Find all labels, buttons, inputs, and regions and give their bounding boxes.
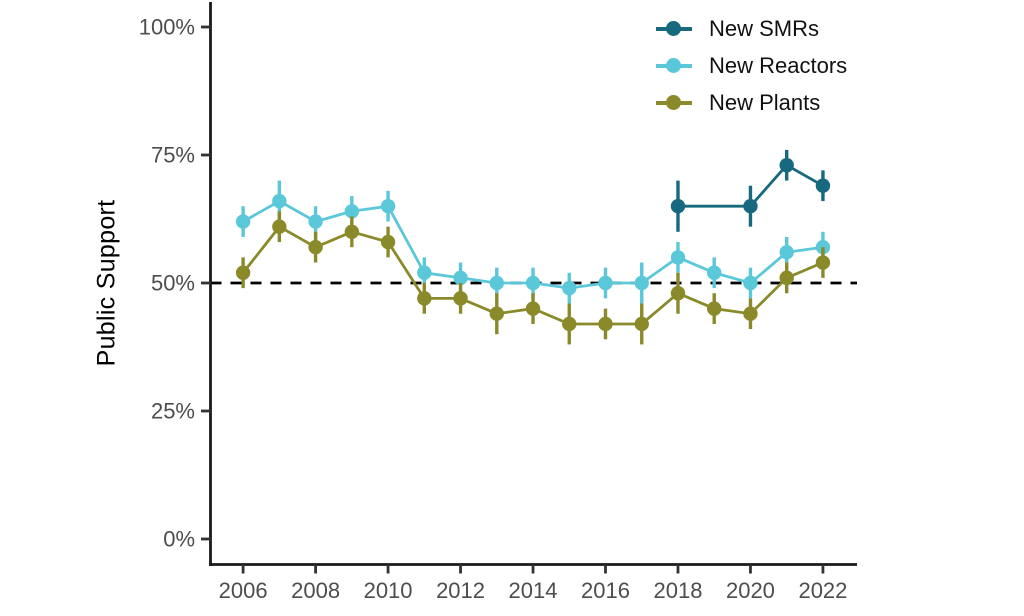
marker-dot: [666, 95, 681, 110]
marker-dot: [666, 21, 681, 36]
legend-label: New Plants: [709, 89, 821, 115]
reactors-series-marker-icon: [656, 57, 692, 74]
svg-text:2022: 2022: [798, 578, 847, 603]
svg-text:2016: 2016: [581, 578, 630, 603]
smrs-series-marker-icon: [656, 20, 692, 37]
plants-series-marker-icon: [656, 94, 692, 111]
svg-text:50%: 50%: [151, 271, 195, 296]
svg-text:2018: 2018: [654, 578, 703, 603]
legend-label: New SMRs: [709, 15, 820, 41]
svg-text:2014: 2014: [509, 578, 558, 603]
legend-item-new-reactors: New Reactors: [656, 47, 847, 84]
svg-text:2012: 2012: [436, 578, 485, 603]
svg-text:100%: 100%: [139, 15, 195, 40]
legend-item-new-plants: New Plants: [656, 84, 847, 121]
svg-text:75%: 75%: [151, 143, 195, 168]
legend: New SMRs New Reactors New Plants: [656, 10, 847, 121]
svg-text:0%: 0%: [163, 527, 195, 552]
svg-text:25%: 25%: [151, 399, 195, 424]
marker-dot: [666, 58, 681, 73]
y-axis-label: Public Support: [92, 199, 121, 367]
svg-text:2020: 2020: [726, 578, 775, 603]
svg-text:2010: 2010: [364, 578, 413, 603]
legend-item-new-smrs: New SMRs: [656, 10, 847, 47]
svg-text:2008: 2008: [291, 578, 340, 603]
svg-text:2006: 2006: [219, 578, 268, 603]
legend-label: New Reactors: [709, 52, 848, 78]
